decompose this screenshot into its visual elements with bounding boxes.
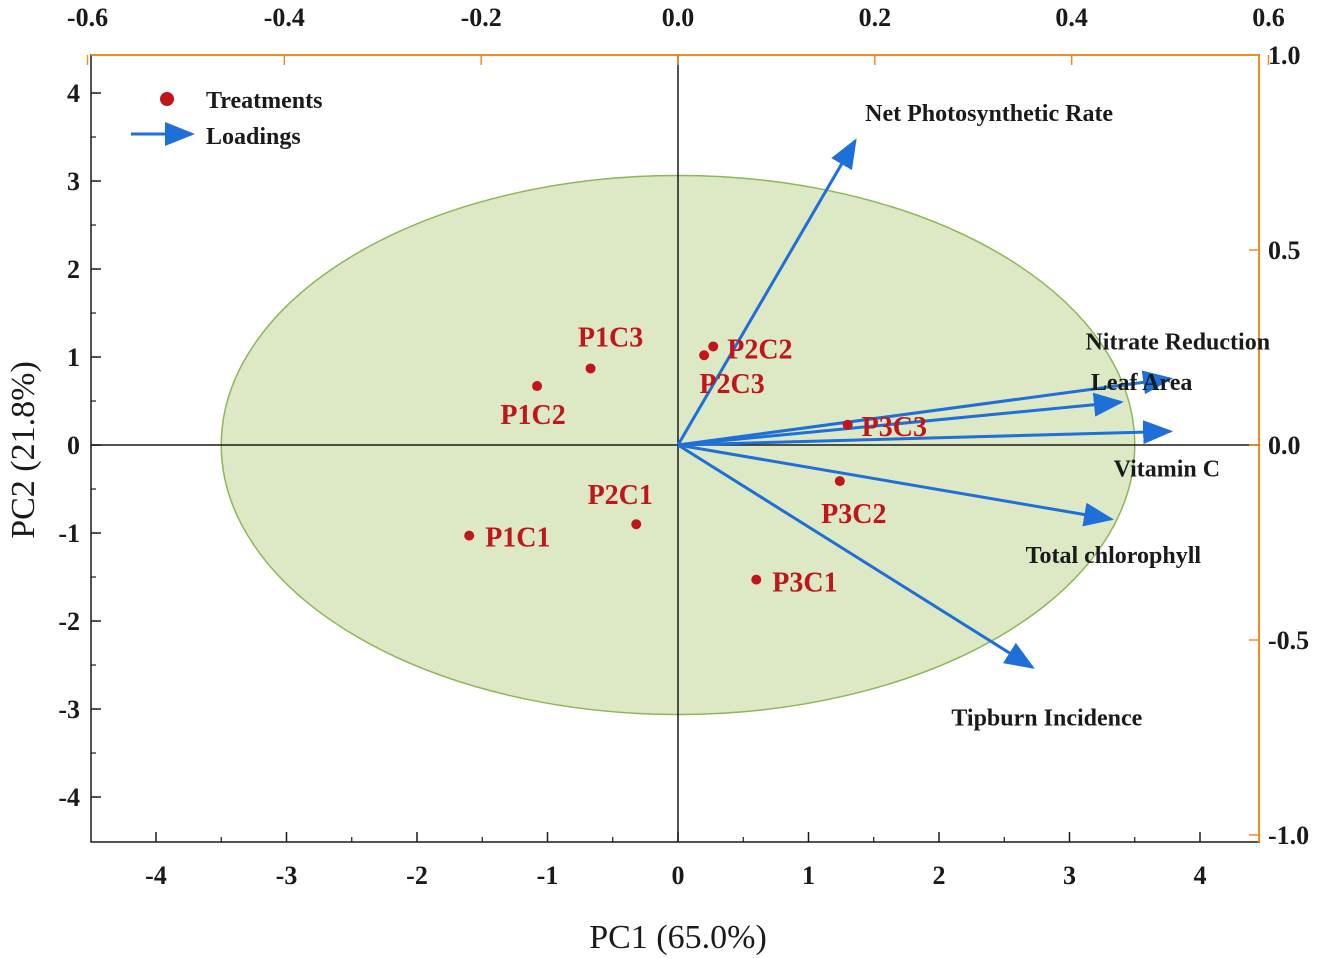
legend-loadings-label: Loadings xyxy=(206,124,301,150)
treatment-point xyxy=(532,381,543,392)
x-tick-label: -1 xyxy=(537,861,559,890)
y-tick-label: 0 xyxy=(67,431,80,460)
loadings-layer: Net Photosynthetic Rate Nitrate Reduction… xyxy=(676,101,1270,731)
right-tick-label: 0.0 xyxy=(1268,431,1301,460)
loading-arrow xyxy=(677,370,1174,447)
y-tick-label: 4 xyxy=(67,79,80,108)
y-tick-label: 2 xyxy=(67,255,80,284)
treatment-label: P2C3 xyxy=(699,369,764,400)
points-layer: P1C3 P1C2 P1C1 P2C1 P2C2 P2C3 P3C3 P3C2 P3C1 xyxy=(464,322,927,599)
right-tick-label: -1.0 xyxy=(1268,821,1309,850)
y-axis-title: PC2 (21.8%) xyxy=(5,361,42,539)
y-tick-label: -3 xyxy=(58,695,80,724)
treatment-label: P1C1 xyxy=(485,523,550,554)
top-tick-label: 0.4 xyxy=(1055,3,1088,32)
treatment-point xyxy=(751,574,762,585)
y-tick-label: -1 xyxy=(58,519,80,548)
y-tick-label: -4 xyxy=(58,783,80,812)
top-tick-label: -0.4 xyxy=(264,3,305,32)
y-tick-label: 1 xyxy=(67,343,80,372)
x-tick-label: 1 xyxy=(802,861,815,890)
legend-treatments-label: Treatments xyxy=(206,88,322,114)
x-tick-label: 4 xyxy=(1194,861,1207,890)
treatment-label: P3C1 xyxy=(772,568,837,599)
loading-arrow xyxy=(677,443,1114,527)
top-tick-label: -0.2 xyxy=(461,3,502,32)
treatment-point xyxy=(699,350,710,361)
top-tick-label: -0.6 xyxy=(67,3,108,32)
y-tick-label: 3 xyxy=(67,167,80,196)
legend: Treatments Loadings xyxy=(131,88,322,150)
treatment-label: P3C3 xyxy=(862,412,927,443)
x-axis-title: PC1 (65.0%) xyxy=(589,919,767,956)
treatment-label: P1C2 xyxy=(500,400,565,431)
tick-marks xyxy=(86,54,1270,842)
loading-arrow xyxy=(677,420,1174,447)
loading-label: Leaf Area xyxy=(1091,370,1193,396)
top-tick-label: 0.6 xyxy=(1252,3,1285,32)
right-tick-label: 0.5 xyxy=(1268,236,1301,265)
right-tick-label: 1.0 xyxy=(1268,41,1301,70)
x-tick-label: -2 xyxy=(406,861,428,890)
loading-label: Total chlorophyll xyxy=(1026,543,1202,569)
x-tick-label: -4 xyxy=(145,861,167,890)
x-tick-label: -3 xyxy=(276,861,298,890)
y-tick-label: -2 xyxy=(58,607,80,636)
treatment-point xyxy=(464,530,475,541)
treatment-point xyxy=(585,363,596,374)
treatment-point xyxy=(708,341,719,352)
treatment-label: P3C2 xyxy=(821,499,886,530)
loading-arrow xyxy=(677,443,1035,669)
treatment-label: P2C2 xyxy=(727,334,792,365)
treatment-label: P2C1 xyxy=(588,480,653,511)
loading-label: Tipburn Incidence xyxy=(951,705,1142,731)
treatment-point xyxy=(631,519,642,530)
top-tick-label: 0.0 xyxy=(662,3,695,32)
loading-label: Net Photosynthetic Rate xyxy=(865,101,1113,127)
x-tick-label: 2 xyxy=(933,861,946,890)
treatment-label: P1C3 xyxy=(578,322,643,353)
legend-treatment-marker xyxy=(160,92,174,106)
x-tick-label: 0 xyxy=(672,861,685,890)
loading-arrow xyxy=(676,138,857,446)
x-tick-label: 3 xyxy=(1063,861,1076,890)
treatment-point xyxy=(842,419,853,430)
top-tick-label: 0.2 xyxy=(859,3,892,32)
loading-label: Nitrate Reduction xyxy=(1085,330,1270,356)
treatment-point xyxy=(834,476,845,487)
right-tick-label: -0.5 xyxy=(1268,626,1309,655)
loading-arrow xyxy=(677,392,1124,447)
loading-label: Vitamin C xyxy=(1114,456,1220,482)
